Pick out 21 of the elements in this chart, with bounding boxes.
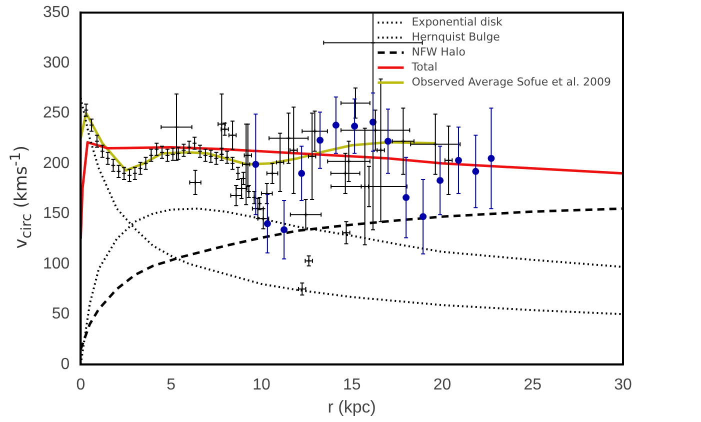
legend-label: NFW Halo — [412, 45, 466, 58]
legend-label: Total — [410, 60, 438, 74]
x-tick-label: 20 — [433, 376, 452, 394]
x-tick-label: 0 — [76, 376, 86, 394]
y-tick-label: 200 — [42, 154, 70, 172]
y-tick-label: 50 — [52, 306, 70, 323]
y-tick-label: 300 — [42, 54, 70, 72]
legend-label: Hernquist Bulge — [412, 30, 500, 44]
x-tick-label: 5 — [166, 376, 176, 394]
y-tick-label: 100 — [42, 255, 70, 272]
y-tick-label: 350 — [42, 4, 70, 22]
y-tick-label: 250 — [42, 104, 70, 122]
x-tick-label: 30 — [614, 376, 632, 394]
x-tick-label: 10 — [252, 376, 270, 394]
legend-label: Observed Average Sofue et al. 2009 — [412, 75, 612, 88]
x-axis-title: r (kpc) — [328, 397, 376, 416]
legend-label: Exponential disk — [412, 15, 504, 28]
y-tick-label: 0 — [60, 356, 70, 373]
x-tick-label: 25 — [524, 376, 542, 394]
x-tick-label: 15 — [342, 376, 361, 394]
y-tick-label: 150 — [42, 205, 70, 222]
